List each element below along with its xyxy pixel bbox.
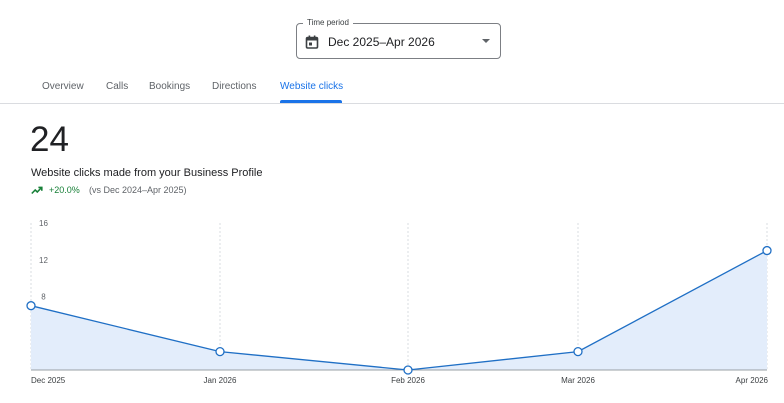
time-period-label: Time period <box>303 17 353 29</box>
change-percent: +20.0% <box>49 185 80 195</box>
data-point-0 <box>26 301 36 311</box>
time-period-value: Dec 2025–Apr 2026 <box>328 35 435 49</box>
y-tick-label-2: 12 <box>39 256 48 265</box>
y-tick-label-1: 8 <box>41 293 46 302</box>
calendar-icon <box>305 35 319 49</box>
x-tick-label-3: Mar 2026 <box>561 376 595 385</box>
series-area <box>31 250 767 370</box>
metric-value: 24 <box>30 120 69 159</box>
data-point-4 <box>762 245 772 256</box>
y-tick-label-3: 16 <box>39 219 48 228</box>
data-point-2 <box>403 365 413 375</box>
metric-description: Website clicks made from your Business P… <box>31 167 263 179</box>
x-tick-label-2: Feb 2026 <box>391 376 425 385</box>
time-period-select[interactable]: Time period Dec 2025–Apr 2026 <box>296 17 501 59</box>
tab-website-clicks[interactable]: Website clicks <box>280 81 344 92</box>
active-tab-indicator <box>280 100 342 103</box>
tab-bookings[interactable]: Bookings <box>149 81 191 92</box>
dropdown-arrow-icon <box>482 39 490 43</box>
data-point-1 <box>215 346 225 357</box>
tab-directions[interactable]: Directions <box>212 81 257 92</box>
x-tick-label-4: Apr 2026 <box>736 376 769 385</box>
metric-tabs: Overview Calls Bookings Directions Websi… <box>0 72 784 104</box>
data-point-3 <box>573 346 583 357</box>
x-tick-label-0: Dec 2025 <box>31 376 66 385</box>
tab-overview[interactable]: Overview <box>42 81 84 92</box>
tab-calls[interactable]: Calls <box>106 81 129 92</box>
x-tick-label-1: Jan 2026 <box>204 376 237 385</box>
trending-up-icon <box>31 186 43 195</box>
comparison-period: (vs Dec 2024–Apr 2025) <box>89 185 187 195</box>
